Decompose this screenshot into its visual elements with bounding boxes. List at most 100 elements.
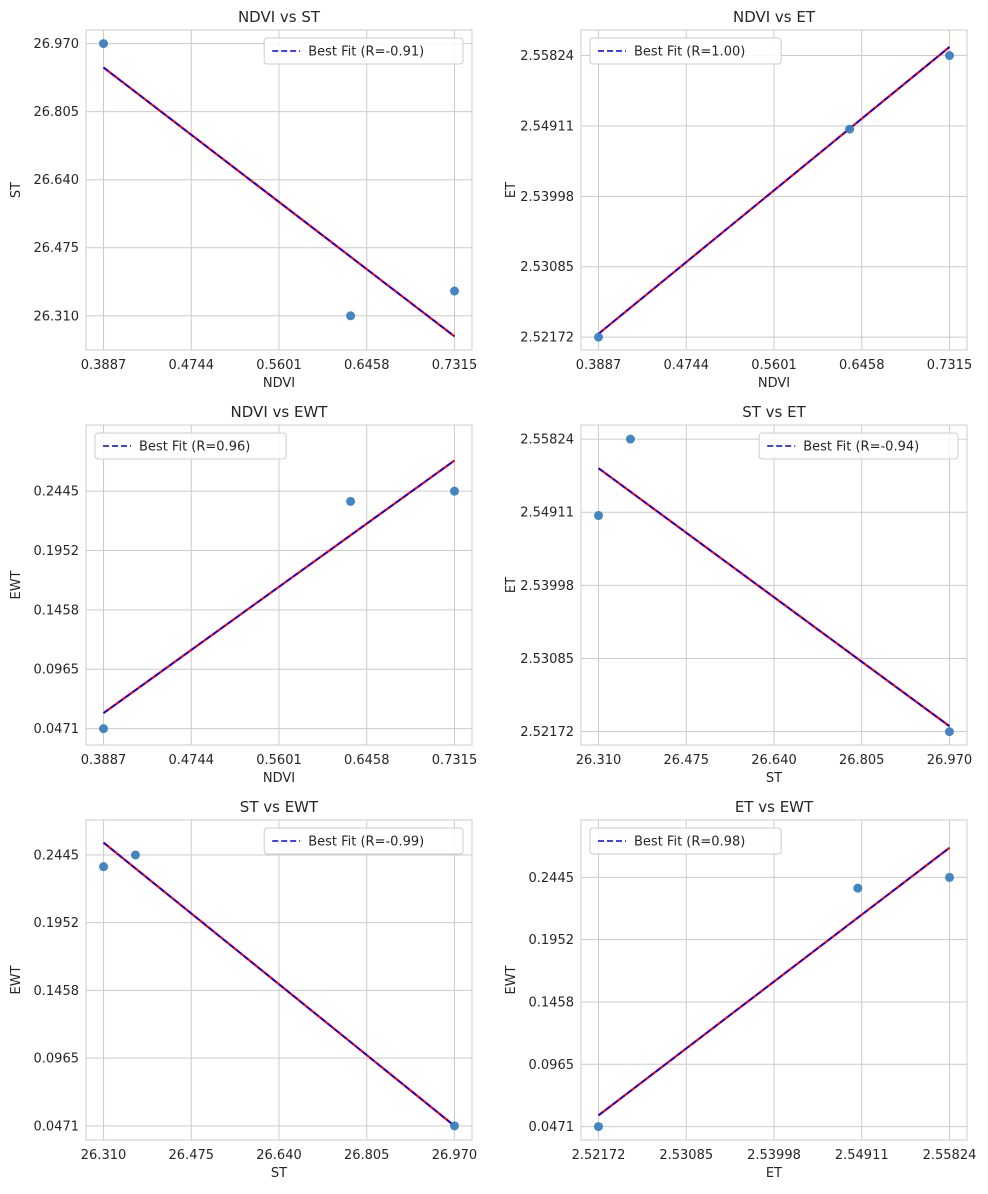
- x-axis-label: ET: [766, 1166, 782, 1181]
- x-tick-label: 26.310: [576, 753, 622, 768]
- subplot-title: NDVI vs EWT: [231, 403, 329, 421]
- x-axis-label: NDVI: [758, 376, 790, 391]
- legend-box: [94, 432, 287, 460]
- best-fit-line: [598, 467, 950, 727]
- data-point: [594, 511, 604, 521]
- y-tick-label: 0.2445: [529, 871, 575, 886]
- x-tick-label: 26.475: [664, 753, 710, 768]
- y-tick-label: 2.52172: [520, 331, 574, 346]
- x-tick-label: 0.4744: [169, 753, 215, 768]
- best-fit-line: [103, 842, 455, 1127]
- x-tick-label: 26.310: [81, 1148, 127, 1163]
- x-tick-label: 0.3887: [81, 753, 127, 768]
- subplot-2: 0.3887 0.4744 0.5601 0.6458 0.7315 2.52172 2.5…: [504, 8, 972, 391]
- x-axis-label: NDVI: [263, 376, 295, 391]
- data-point: [99, 39, 109, 49]
- x-tick-label: 26.970: [927, 753, 973, 768]
- subplot-1: 0.3887 0.4744 0.5601 0.6458 0.7315 26.310 26.4…: [9, 8, 477, 391]
- y-tick-label: 2.52172: [520, 725, 574, 740]
- x-tick-label: 0.3887: [81, 358, 127, 373]
- legend-box: [589, 827, 782, 855]
- y-tick-label: 26.640: [34, 173, 80, 188]
- y-tick-label: 26.970: [34, 37, 80, 52]
- data-point: [346, 496, 356, 506]
- x-tick-label: 2.55824: [923, 1148, 977, 1163]
- subplot-4: 26.310 26.475 26.640 26.805 26.970 2.52172 2.5…: [504, 403, 972, 786]
- legend: Best Fit (R=-0.94): [758, 432, 959, 460]
- subplot-3: 0.3887 0.4744 0.5601 0.6458 0.7315 0.0471 0.09…: [9, 403, 477, 786]
- y-tick-label: 26.805: [34, 105, 80, 120]
- y-axis-label: ET: [504, 182, 519, 198]
- subplot-5: 26.310 26.475 26.640 26.805 26.970 0.0471 0.09…: [9, 798, 477, 1181]
- x-axis-label: ST: [271, 1166, 287, 1181]
- x-tick-label: 0.7315: [432, 753, 478, 768]
- data-point: [346, 311, 356, 321]
- y-tick-label: 0.2445: [34, 485, 80, 500]
- best-fit-line: [103, 459, 455, 714]
- data-point: [945, 872, 955, 882]
- y-axis-label: EWT: [504, 965, 519, 994]
- x-tick-label: 2.53085: [659, 1148, 713, 1163]
- y-tick-label: 26.310: [34, 309, 80, 324]
- legend-box: [758, 432, 959, 460]
- legend-box: [589, 37, 782, 65]
- y-tick-label: 2.53085: [520, 260, 574, 275]
- subplot-title: NDVI vs ET: [733, 8, 816, 26]
- y-tick-label: 2.53085: [520, 652, 574, 667]
- x-axis-label: ST: [766, 771, 782, 786]
- y-tick-label: 0.1952: [34, 544, 80, 559]
- best-fit-line: [598, 46, 950, 335]
- y-tick-label: 0.0965: [529, 1058, 575, 1073]
- y-tick-label: 0.1458: [34, 603, 80, 618]
- axes-frame: [85, 29, 473, 351]
- x-tick-label: 26.805: [344, 1148, 390, 1163]
- x-tick-label: 26.475: [169, 1148, 215, 1163]
- data-point: [130, 850, 140, 860]
- legend: Best Fit (R=-0.91): [263, 37, 464, 65]
- y-tick-label: 2.54911: [520, 119, 574, 134]
- axes-frame: [85, 819, 473, 1141]
- legend-label: Best Fit (R=0.98): [634, 835, 745, 850]
- legend-label: Best Fit (R=1.00): [634, 45, 745, 60]
- data-point: [944, 727, 954, 737]
- x-tick-label: 2.54911: [835, 1148, 889, 1163]
- y-tick-label: 0.1952: [529, 933, 575, 948]
- subplot-title: ET vs EWT: [735, 798, 814, 816]
- x-tick-label: 0.5601: [256, 358, 302, 373]
- y-axis-label: ST: [9, 182, 24, 198]
- y-tick-label: 0.0965: [34, 1052, 80, 1067]
- x-tick-label: 26.640: [751, 753, 797, 768]
- x-tick-label: 2.53998: [747, 1148, 801, 1163]
- legend-label: Best Fit (R=-0.94): [803, 440, 919, 455]
- y-tick-label: 2.54911: [520, 506, 574, 521]
- best-fit-line: [598, 847, 950, 1117]
- axes-frame: [580, 819, 968, 1141]
- y-axis-label: ET: [504, 577, 519, 593]
- y-tick-label: 26.475: [34, 241, 80, 256]
- y-tick-label: 2.55824: [520, 49, 574, 64]
- subplot-title: ST vs EWT: [240, 798, 319, 816]
- y-tick-label: 0.0965: [34, 663, 80, 678]
- y-tick-label: 2.53998: [520, 579, 574, 594]
- x-tick-label: 0.7315: [927, 358, 973, 373]
- data-point: [449, 1121, 459, 1131]
- x-tick-label: 0.6458: [839, 358, 885, 373]
- y-tick-label: 0.1458: [529, 996, 575, 1011]
- y-axis-label: EWT: [9, 570, 24, 599]
- x-tick-label: 0.5601: [256, 753, 302, 768]
- y-axis-label: EWT: [9, 965, 24, 994]
- y-tick-label: 2.53998: [520, 190, 574, 205]
- axes-frame: [580, 424, 968, 746]
- y-tick-label: 0.1458: [34, 984, 80, 999]
- data-point: [944, 51, 954, 61]
- y-tick-label: 0.0471: [529, 1120, 575, 1135]
- data-point: [449, 486, 459, 496]
- data-point: [594, 332, 604, 342]
- x-tick-label: 26.640: [256, 1148, 302, 1163]
- legend: Best Fit (R=0.96): [94, 432, 287, 460]
- y-tick-label: 0.2445: [34, 848, 80, 863]
- legend: Best Fit (R=0.98): [589, 827, 782, 855]
- data-point: [625, 434, 635, 444]
- subplot-6: 2.52172 2.53085 2.53998 2.54911 2.55824 0.047…: [504, 798, 976, 1181]
